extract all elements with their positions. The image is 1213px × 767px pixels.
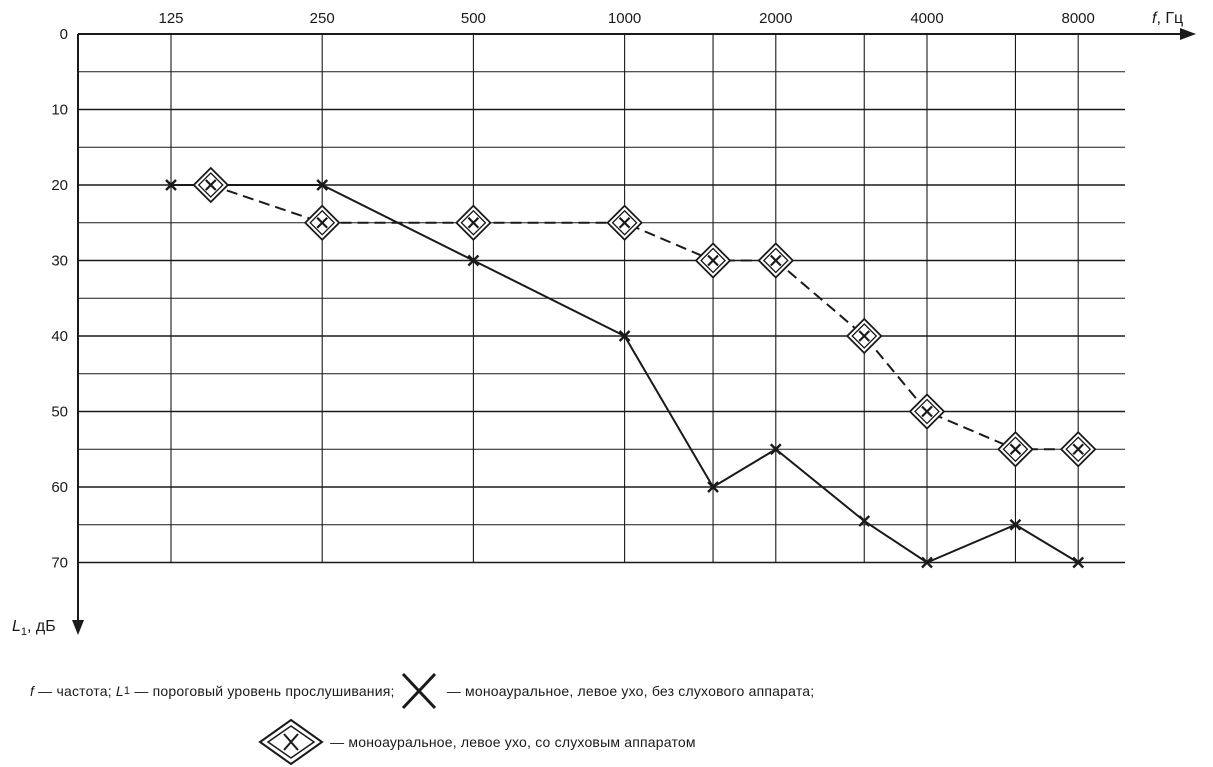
diamond-cross-stroke bbox=[467, 216, 480, 229]
diamond-inner bbox=[700, 247, 726, 274]
x-axis-label: f, Гц bbox=[1152, 10, 1183, 27]
cross-marker bbox=[1009, 518, 1022, 531]
y-tick-label: 30 bbox=[51, 253, 68, 270]
diamond-marker bbox=[192, 166, 230, 204]
diamond-cross-stroke bbox=[316, 216, 328, 229]
legend-cross-desc: — моноауральное, левое ухо, без слуховог… bbox=[442, 683, 815, 699]
legend-l-var: L bbox=[115, 683, 124, 699]
diamond-cross-stroke bbox=[858, 330, 871, 342]
diamond-inner bbox=[851, 323, 878, 349]
diamond-inner bbox=[914, 398, 940, 425]
legend-row-2: — моноауральное, левое ухо, со слуховым … bbox=[0, 718, 1213, 766]
series-line-2 bbox=[210, 184, 1079, 451]
x-tick-label: 1000 bbox=[608, 10, 641, 27]
cross-marker bbox=[769, 443, 782, 456]
cross-marker bbox=[618, 330, 631, 342]
x-tick-label: 4000 bbox=[910, 10, 943, 27]
diamond-inner bbox=[460, 209, 487, 236]
diamond-x-marker-icon bbox=[258, 718, 324, 766]
diamond-inner bbox=[1002, 436, 1029, 463]
y-tick-label: 50 bbox=[51, 404, 68, 421]
cross-marker-stroke bbox=[467, 254, 480, 267]
diamond-marker bbox=[845, 317, 883, 355]
x-tick-labels: 125 250 500 1000 2000 4000 8000 bbox=[158, 10, 1094, 27]
diamond-inner bbox=[197, 172, 224, 198]
x-tick-label: 250 bbox=[310, 10, 335, 27]
series-group bbox=[165, 166, 1097, 569]
axes bbox=[72, 28, 1196, 635]
x-axis-arrow-icon bbox=[1180, 28, 1196, 40]
x-tick-label: 8000 bbox=[1062, 10, 1095, 27]
diamond-cross-stroke bbox=[204, 179, 217, 191]
cross-marker bbox=[858, 515, 871, 527]
diamond-marker bbox=[303, 204, 341, 242]
cross-marker bbox=[467, 254, 480, 267]
diamond-cross-stroke bbox=[1072, 443, 1084, 456]
cross-marker bbox=[1072, 556, 1085, 569]
cross-marker-stroke bbox=[921, 556, 933, 569]
cross-marker bbox=[921, 556, 933, 569]
cross-marker bbox=[316, 179, 329, 191]
cross-marker-stroke bbox=[316, 179, 329, 191]
legend-diamond-desc: — моноауральное, левое ухо, со слуховым … bbox=[326, 734, 696, 750]
diamond-marker bbox=[455, 204, 492, 242]
diamond-marker bbox=[757, 242, 795, 279]
cross-marker-icon bbox=[401, 672, 436, 710]
diamond-cross-stroke bbox=[921, 405, 933, 418]
cross-marker-stroke bbox=[1072, 556, 1085, 569]
cross-marker bbox=[707, 481, 719, 493]
y-tick-label: 40 bbox=[51, 328, 68, 345]
legend-l-sub: 1 bbox=[123, 685, 131, 697]
diamond-cross-stroke bbox=[770, 254, 782, 267]
y-axis-label: L1, дБ bbox=[12, 618, 56, 638]
diamond-inner bbox=[762, 247, 789, 274]
grid-lines bbox=[78, 34, 1125, 564]
cross-marker-stroke bbox=[707, 481, 719, 493]
cross-marker-stroke bbox=[1009, 518, 1022, 531]
audiogram-chart: 125 250 500 1000 2000 4000 8000 0 10 20 30 40 50 60 7… bbox=[12, 10, 1196, 638]
diamond-cross-stroke bbox=[707, 254, 719, 267]
legend-f-desc: — частота; bbox=[34, 683, 116, 699]
y-tick-label: 20 bbox=[51, 177, 68, 194]
diamond-cross-stroke bbox=[618, 216, 631, 229]
diamond-marker bbox=[606, 204, 643, 242]
legend-row-1: f — частота; L 1 — пороговый уровень про… bbox=[0, 672, 1213, 710]
legend-f-var: f bbox=[30, 683, 35, 699]
y-tick-labels: 0 10 20 30 40 50 60 70 bbox=[51, 26, 68, 572]
diamond-marker bbox=[1059, 430, 1097, 468]
cross-marker-stroke bbox=[858, 515, 871, 527]
x-tick-label: 2000 bbox=[759, 10, 792, 27]
cross-marker-stroke bbox=[618, 330, 631, 342]
diamond-cross-stroke bbox=[1009, 443, 1022, 456]
cross-marker bbox=[165, 179, 177, 191]
diamond-inner bbox=[1065, 436, 1092, 463]
diamond-marker bbox=[694, 242, 732, 279]
y-tick-label: 60 bbox=[51, 479, 68, 496]
cross-marker-stroke bbox=[165, 179, 177, 191]
x-tick-label: 125 bbox=[158, 10, 183, 27]
y-tick-label: 0 bbox=[60, 26, 68, 43]
legend-l-desc: — пороговый уровень прослушивания; bbox=[130, 683, 395, 699]
y-tick-label: 70 bbox=[51, 555, 68, 572]
diamond-inner bbox=[309, 209, 336, 236]
y-axis-arrow-icon bbox=[72, 620, 84, 635]
diamond-marker bbox=[908, 393, 946, 430]
diamond-marker bbox=[997, 430, 1034, 468]
y-tick-label: 10 bbox=[51, 102, 68, 119]
cross-marker-stroke bbox=[769, 443, 782, 456]
x-tick-label: 500 bbox=[461, 10, 486, 27]
diamond-inner bbox=[611, 209, 638, 236]
